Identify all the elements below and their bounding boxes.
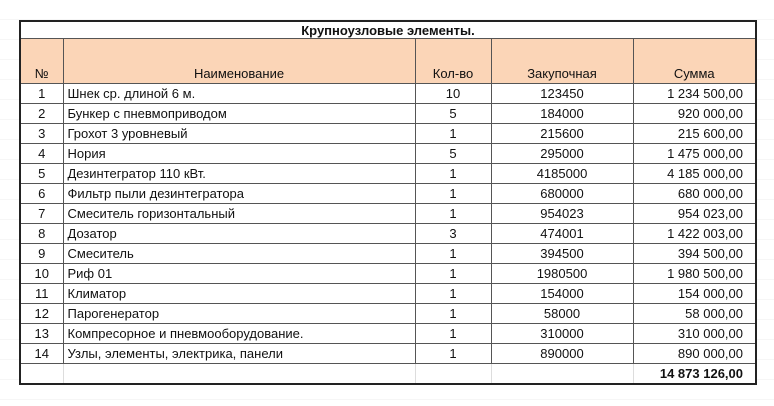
table-row: 5 Дезинтегратор 110 кВт. 1 4185000 4 185 000… — [19, 163, 757, 184]
table-row: 10 Риф 01 1 1980500 1 980 500,00 — [19, 263, 757, 284]
cell-name[interactable]: Бункер с пневмоприводом — [62, 103, 416, 124]
empty-cell[interactable] — [62, 363, 416, 385]
cell-price[interactable]: 474001 — [490, 223, 634, 244]
cell-qty[interactable]: 1 — [414, 163, 492, 184]
cell-qty[interactable]: 5 — [414, 103, 492, 124]
cell-name[interactable]: Грохот 3 уровневый — [62, 123, 416, 144]
cell-name[interactable]: Узлы, элементы, электрика, панели — [62, 343, 416, 364]
cell-qty[interactable]: 1 — [414, 203, 492, 224]
cell-name[interactable]: Фильтр пыли дезинтегратора — [62, 183, 416, 204]
table-row: 8 Дозатор 3 474001 1 422 003,00 — [19, 223, 757, 244]
cell-name[interactable]: Дезинтегратор 110 кВт. — [62, 163, 416, 184]
cell-price[interactable]: 215600 — [490, 123, 634, 144]
empty-cell[interactable] — [490, 363, 634, 385]
cell-name[interactable]: Смеситель — [62, 243, 416, 264]
cell-no[interactable]: 10 — [19, 263, 64, 284]
header-sum[interactable]: Сумма — [632, 38, 757, 84]
cell-sum[interactable]: 1 475 000,00 — [632, 143, 757, 164]
cell-no[interactable]: 13 — [19, 323, 64, 344]
cell-no[interactable]: 9 — [19, 243, 64, 264]
cell-price[interactable]: 123450 — [490, 83, 634, 104]
cell-sum[interactable]: 1 234 500,00 — [632, 83, 757, 104]
cell-price[interactable]: 394500 — [490, 243, 634, 264]
table-row: 11 Климатор 1 154000 154 000,00 — [19, 283, 757, 304]
cell-sum[interactable]: 4 185 000,00 — [632, 163, 757, 184]
total-sum[interactable]: 14 873 126,00 — [632, 363, 757, 385]
cell-qty[interactable]: 1 — [414, 283, 492, 304]
cell-sum[interactable]: 890 000,00 — [632, 343, 757, 364]
table-row: 6 Фильтр пыли дезинтегратора 1 680000 680 00… — [19, 183, 757, 204]
cell-price[interactable]: 4185000 — [490, 163, 634, 184]
cell-price[interactable]: 890000 — [490, 343, 634, 364]
cell-name[interactable]: Смеситель горизонтальный — [62, 203, 416, 224]
cell-qty[interactable]: 1 — [414, 183, 492, 204]
cell-no[interactable]: 8 — [19, 223, 64, 244]
cell-name[interactable]: Шнек ср. длиной 6 м. — [62, 83, 416, 104]
cell-qty[interactable]: 1 — [414, 323, 492, 344]
cell-price[interactable]: 154000 — [490, 283, 634, 304]
table-row: 12 Парогенератор 1 58000 58 000,00 — [19, 303, 757, 324]
cell-qty[interactable]: 1 — [414, 303, 492, 324]
cell-name[interactable]: Риф 01 — [62, 263, 416, 284]
cell-name[interactable]: Компресорное и пневмооборудование. — [62, 323, 416, 344]
table-row: 13 Компресорное и пневмооборудование. 1 310… — [19, 323, 757, 344]
cell-no[interactable]: 2 — [19, 103, 64, 124]
cell-sum[interactable]: 154 000,00 — [632, 283, 757, 304]
cell-name[interactable]: Нория — [62, 143, 416, 164]
table-title-row: Крупноузловые элементы. — [19, 20, 757, 39]
cell-sum[interactable]: 394 500,00 — [632, 243, 757, 264]
header-name[interactable]: Наименование — [62, 38, 416, 84]
empty-cell[interactable] — [414, 363, 492, 385]
header-no[interactable]: № — [19, 38, 64, 84]
cell-no[interactable]: 7 — [19, 203, 64, 224]
cell-sum[interactable]: 215 600,00 — [632, 123, 757, 144]
cell-no[interactable]: 6 — [19, 183, 64, 204]
cell-no[interactable]: 11 — [19, 283, 64, 304]
header-qty[interactable]: Кол-во — [414, 38, 492, 84]
table-row: 3 Грохот 3 уровневый 1 215600 215 600,00 — [19, 123, 757, 144]
cell-sum[interactable]: 58 000,00 — [632, 303, 757, 324]
table-row: 4 Нория 5 295000 1 475 000,00 — [19, 143, 757, 164]
cell-qty[interactable]: 3 — [414, 223, 492, 244]
cell-name[interactable]: Климатор — [62, 283, 416, 304]
table-title[interactable]: Крупноузловые элементы. — [19, 20, 757, 39]
cell-price[interactable]: 310000 — [490, 323, 634, 344]
total-row: 14 873 126,00 — [19, 363, 757, 385]
cell-qty[interactable]: 1 — [414, 343, 492, 364]
table-row: 2 Бункер с пневмоприводом 5 184000 920 000,0… — [19, 103, 757, 124]
cell-qty[interactable]: 5 — [414, 143, 492, 164]
cell-price[interactable]: 1980500 — [490, 263, 634, 284]
cell-name[interactable]: Дозатор — [62, 223, 416, 244]
header-price[interactable]: Закупочная — [490, 38, 634, 84]
cell-price[interactable]: 58000 — [490, 303, 634, 324]
cell-sum[interactable]: 920 000,00 — [632, 103, 757, 124]
cell-no[interactable]: 1 — [19, 83, 64, 104]
cell-no[interactable]: 3 — [19, 123, 64, 144]
table-row: 7 Смеситель горизонтальный 1 954023 954 023,… — [19, 203, 757, 224]
table-row: 14 Узлы, элементы, электрика, панели 1 8900… — [19, 343, 757, 364]
cell-sum[interactable]: 1 980 500,00 — [632, 263, 757, 284]
cell-qty[interactable]: 10 — [414, 83, 492, 104]
cell-price[interactable]: 680000 — [490, 183, 634, 204]
elements-table: Крупноузловые элементы. № Наименование К… — [19, 20, 757, 385]
cell-no[interactable]: 5 — [19, 163, 64, 184]
table-row: 1 Шнек ср. длиной 6 м. 10 123450 1 234 500,0… — [19, 83, 757, 104]
header-row: № Наименование Кол-во Закупочная Сумма — [19, 38, 757, 84]
cell-sum[interactable]: 1 422 003,00 — [632, 223, 757, 244]
cell-qty[interactable]: 1 — [414, 243, 492, 264]
cell-no[interactable]: 12 — [19, 303, 64, 324]
cell-qty[interactable]: 1 — [414, 123, 492, 144]
cell-price[interactable]: 295000 — [490, 143, 634, 164]
empty-cell[interactable] — [19, 363, 64, 385]
cell-qty[interactable]: 1 — [414, 263, 492, 284]
cell-sum[interactable]: 310 000,00 — [632, 323, 757, 344]
cell-no[interactable]: 4 — [19, 143, 64, 164]
cell-price[interactable]: 184000 — [490, 103, 634, 124]
cell-sum[interactable]: 680 000,00 — [632, 183, 757, 204]
cell-name[interactable]: Парогенератор — [62, 303, 416, 324]
cell-price[interactable]: 954023 — [490, 203, 634, 224]
table-row: 9 Смеситель 1 394500 394 500,00 — [19, 243, 757, 264]
cell-no[interactable]: 14 — [19, 343, 64, 364]
cell-sum[interactable]: 954 023,00 — [632, 203, 757, 224]
